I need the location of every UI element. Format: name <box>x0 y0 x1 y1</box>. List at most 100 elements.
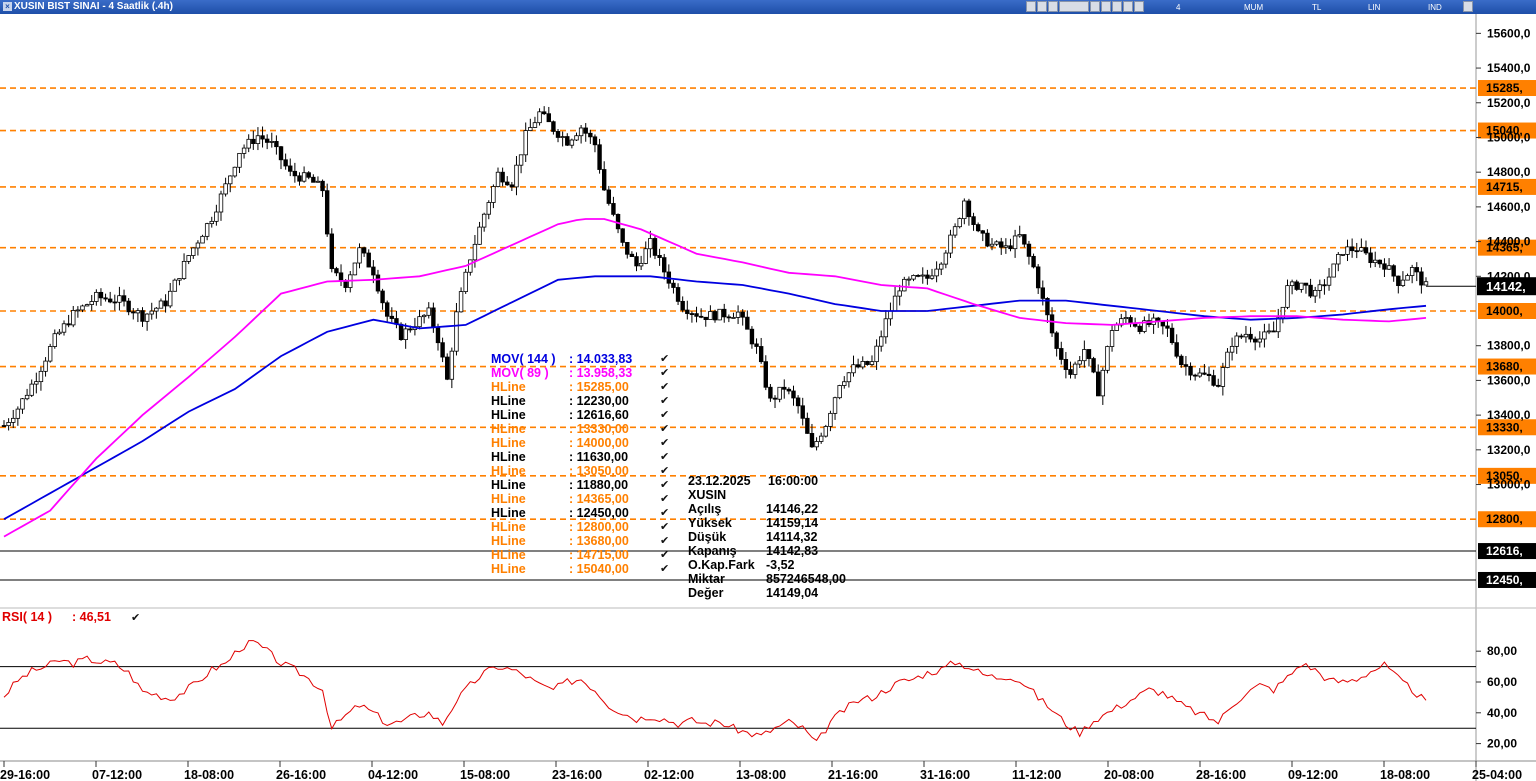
candle-270 <box>1248 327 1253 343</box>
scale-button[interactable]: LIN <box>1368 3 1381 12</box>
candle-205 <box>948 229 953 258</box>
ma-legend-value-0: : 14.033,83 <box>569 352 633 366</box>
candle-228 <box>1054 331 1059 357</box>
info-value-0: 14146,22 <box>766 502 819 516</box>
candle-255 <box>1179 354 1184 368</box>
candle-13 <box>61 320 67 336</box>
candle-66 <box>306 171 311 180</box>
x-tick-label-11: 11-12:00 <box>1012 768 1061 781</box>
hline-legend-check-8[interactable]: ✔ <box>660 493 670 505</box>
minimize-icon[interactable] <box>1463 1 1473 12</box>
chart-type-button[interactable]: MUM <box>1244 3 1264 12</box>
hline-label-0: 15285, <box>1486 81 1523 95</box>
candle-209 <box>966 198 972 226</box>
candle-110 <box>509 181 515 192</box>
hline-legend-check-7[interactable]: ✔ <box>660 479 670 491</box>
candle-242 <box>1119 313 1124 328</box>
candle-20 <box>94 289 99 306</box>
ma-legend-value-1: : 13.958,33 <box>569 366 633 380</box>
window-titlebar: × XUSIN BIST SINAI - 4 Saatlik (.4h) 4 S… <box>0 0 1536 26</box>
print-icon[interactable] <box>1101 1 1111 12</box>
candle-225 <box>1040 280 1045 306</box>
candle-121 <box>560 131 565 147</box>
hline-legend-check-11[interactable]: ✔ <box>660 535 670 547</box>
candle-128 <box>592 134 598 153</box>
candle-181 <box>837 384 842 400</box>
chart-settings-icon[interactable] <box>1026 1 1036 12</box>
candle-256 <box>1183 355 1189 376</box>
candle-84 <box>389 307 395 323</box>
hline-label-9: 12450, <box>1486 573 1523 587</box>
rsi-title: RSI( 14 ) <box>2 610 53 624</box>
candle-229 <box>1059 341 1064 365</box>
info-date: 23.12.2025 <box>688 474 751 488</box>
hline-legend-check-9[interactable]: ✔ <box>660 507 670 519</box>
info-value-3: 14142,83 <box>766 544 819 558</box>
candle-180 <box>832 396 838 420</box>
candle-85 <box>394 310 399 329</box>
hline-legend-value-10: : 12800,00 <box>569 520 629 534</box>
candle-57 <box>264 134 270 150</box>
hline-legend-name-4: HLine <box>491 436 526 450</box>
candle-50 <box>232 166 238 178</box>
hline-legend-check-10[interactable]: ✔ <box>660 521 670 533</box>
candle-287 <box>1326 267 1332 291</box>
candle-296 <box>1368 247 1373 268</box>
draw-tool-icon[interactable] <box>1048 1 1058 12</box>
rsi-value: : 46,51 <box>72 610 111 624</box>
hline-legend-name-11: HLine <box>491 534 526 548</box>
candle-249 <box>1151 313 1156 334</box>
candle-12 <box>57 329 62 336</box>
zoom-icon[interactable] <box>1090 1 1100 12</box>
candle-266 <box>1229 337 1235 361</box>
rsi-tick-label-2: 40,00 <box>1487 706 1517 720</box>
period-selector[interactable]: 4 Saatlik <box>1176 3 1201 26</box>
refresh-icon[interactable] <box>1037 1 1047 12</box>
candle-19 <box>89 295 94 311</box>
currency-button[interactable]: TL <box>1312 3 1322 12</box>
candle-138 <box>638 255 644 271</box>
candle-6 <box>29 379 34 397</box>
x-tick-label-12: 20-08:00 <box>1104 768 1154 781</box>
hline-label-bg-12 <box>1478 178 1536 195</box>
candle-122 <box>565 133 570 146</box>
candle-148 <box>685 300 690 320</box>
candle-155 <box>717 308 722 321</box>
hline-legend-check-4[interactable]: ✔ <box>660 437 670 449</box>
close-icon[interactable]: × <box>3 2 12 11</box>
rsi-check[interactable]: ✔ <box>131 612 141 624</box>
candle-153 <box>708 305 713 320</box>
hline-legend-check-1[interactable]: ✔ <box>660 395 670 407</box>
info-label-1: Yüksek <box>688 516 732 530</box>
help-icon[interactable] <box>1123 1 1133 12</box>
hline-legend-check-3[interactable]: ✔ <box>660 423 670 435</box>
save-icon[interactable] <box>1112 1 1122 12</box>
candle-83 <box>385 300 390 323</box>
indicator-button[interactable] <box>1059 1 1089 12</box>
candle-192 <box>888 302 893 326</box>
hline-legend-check-13[interactable]: ✔ <box>660 563 670 575</box>
candle-190 <box>879 330 884 352</box>
rsi-tick-label-3: 20,00 <box>1487 737 1517 751</box>
ma-legend-check-0[interactable]: ✔ <box>660 353 670 365</box>
hline-legend-check-5[interactable]: ✔ <box>660 451 670 463</box>
candle-72 <box>334 266 339 277</box>
hline-legend-check-0[interactable]: ✔ <box>660 381 670 393</box>
candle-139 <box>643 241 648 265</box>
ma-legend-check-1[interactable]: ✔ <box>660 367 670 379</box>
info-value-6: 14149,04 <box>766 586 819 600</box>
candle-204 <box>943 250 949 269</box>
x-tick-label-3: 26-16:00 <box>276 768 326 781</box>
candle-65 <box>301 166 307 183</box>
candle-17 <box>80 304 85 313</box>
hline-legend-check-6[interactable]: ✔ <box>660 465 670 477</box>
candle-217 <box>1003 238 1009 254</box>
hline-legend-check-12[interactable]: ✔ <box>660 549 670 561</box>
hline-legend-check-2[interactable]: ✔ <box>660 409 670 421</box>
mode-button[interactable]: IND <box>1428 3 1442 12</box>
candle-223 <box>1031 253 1036 269</box>
hline-label-3: 13330, <box>1486 420 1523 434</box>
x-tick-label-4: 04-12:00 <box>368 768 418 781</box>
candle-280 <box>1294 279 1299 291</box>
grid-icon[interactable] <box>1134 1 1144 12</box>
